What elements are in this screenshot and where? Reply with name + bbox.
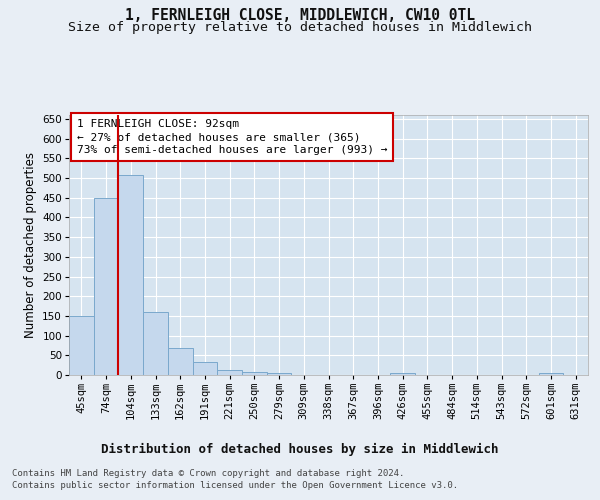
- Bar: [69, 316, 94, 375]
- Text: Size of property relative to detached houses in Middlewich: Size of property relative to detached ho…: [68, 21, 532, 34]
- Bar: [193, 362, 217, 375]
- Text: 1, FERNLEIGH CLOSE, MIDDLEWICH, CW10 0TL: 1, FERNLEIGH CLOSE, MIDDLEWICH, CW10 0TL: [125, 8, 475, 22]
- Bar: [267, 373, 292, 375]
- Bar: [390, 372, 415, 375]
- Text: Distribution of detached houses by size in Middlewich: Distribution of detached houses by size …: [101, 442, 499, 456]
- Bar: [539, 373, 563, 375]
- Bar: [217, 370, 242, 375]
- Bar: [118, 176, 143, 375]
- Bar: [168, 348, 193, 375]
- Text: Contains HM Land Registry data © Crown copyright and database right 2024.: Contains HM Land Registry data © Crown c…: [12, 469, 404, 478]
- Y-axis label: Number of detached properties: Number of detached properties: [24, 152, 37, 338]
- Bar: [143, 312, 168, 375]
- Text: 1 FERNLEIGH CLOSE: 92sqm
← 27% of detached houses are smaller (365)
73% of semi-: 1 FERNLEIGH CLOSE: 92sqm ← 27% of detach…: [77, 119, 387, 156]
- Bar: [242, 372, 267, 375]
- Text: Contains public sector information licensed under the Open Government Licence v3: Contains public sector information licen…: [12, 481, 458, 490]
- Bar: [94, 198, 118, 375]
